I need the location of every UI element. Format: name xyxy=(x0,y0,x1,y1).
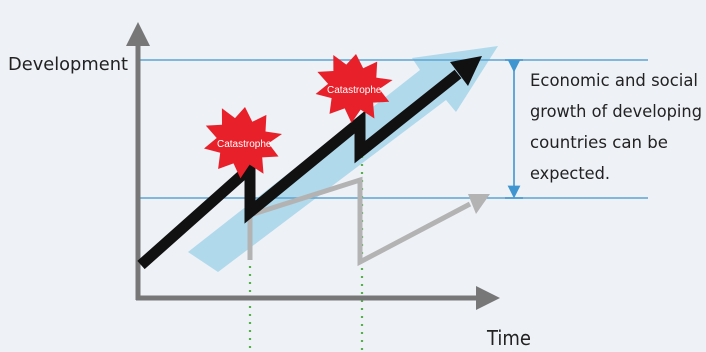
x-axis-arrowhead xyxy=(476,286,500,310)
catastrophe-label-1: Catastrophe xyxy=(217,139,272,150)
alternative-growth-path xyxy=(247,176,472,267)
main-growth-arrowhead xyxy=(450,56,482,86)
annotation-line-1: Economic and social xyxy=(530,71,698,91)
catastrophe-label-2: Catastrophe xyxy=(327,85,382,96)
annotation-line-4: expected. xyxy=(530,164,610,184)
x-axis-label: Time xyxy=(486,326,531,350)
annotation-line-3: countries can be xyxy=(530,133,668,153)
y-axis-arrowhead xyxy=(126,22,150,46)
alternative-growth-arrowhead xyxy=(468,194,490,214)
main-growth-path xyxy=(137,69,462,270)
y-axis-label: Development xyxy=(8,54,128,75)
annotation-line-2: growth of developing xyxy=(530,102,702,122)
catastrophe-burst-1 xyxy=(204,107,282,179)
catastrophe-burst-2 xyxy=(315,54,393,123)
